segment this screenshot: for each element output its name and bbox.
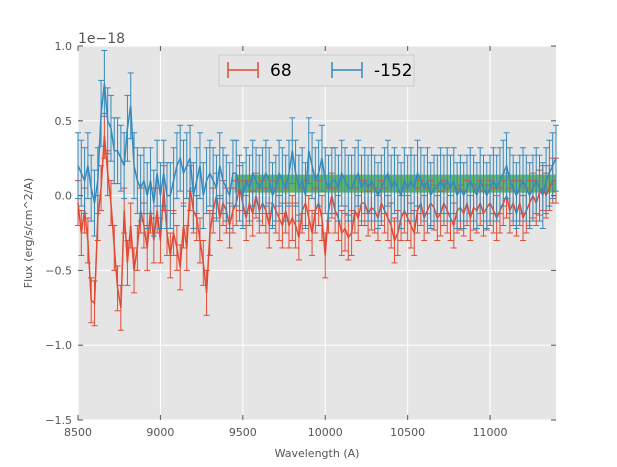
series-line <box>77 135 556 308</box>
x-tick-label: 10500 <box>390 426 425 439</box>
y-axis: −1.5 −1.0 −0.5 0.0 0.5 1.0 <box>45 40 556 427</box>
series-line <box>77 83 557 204</box>
x-axis: 8500 9000 9500 10000 10500 11000 <box>64 46 508 439</box>
y-tick-label: −0.5 <box>45 264 72 277</box>
x-tick-label: 10000 <box>308 426 343 439</box>
y-tick-label: −1.5 <box>45 414 72 427</box>
y-tick-label: 1.0 <box>55 40 73 53</box>
y-offset-label: 1e−18 <box>78 31 125 47</box>
legend-entry-1: 68 <box>227 61 292 81</box>
x-tick-label: 9500 <box>229 426 257 439</box>
legend-label: -152 <box>374 61 413 81</box>
legend-entry-2: -152 <box>331 61 413 81</box>
legend: 68 -152 <box>218 54 415 87</box>
series-layer <box>75 49 559 331</box>
legend-label: 68 <box>270 61 292 81</box>
x-tick-label: 8500 <box>64 426 92 439</box>
x-tick-label: 9000 <box>146 426 174 439</box>
y-tick-label: 0.0 <box>55 190 73 203</box>
series-2 <box>75 49 559 237</box>
x-axis-label: Wavelength (A) <box>275 447 360 460</box>
y-tick-label: 0.5 <box>55 115 73 128</box>
y-tick-label: −1.0 <box>45 339 72 352</box>
x-tick-label: 11000 <box>473 426 508 439</box>
y-axis-label: Flux (erg/s/cm^2/A) <box>22 178 35 288</box>
